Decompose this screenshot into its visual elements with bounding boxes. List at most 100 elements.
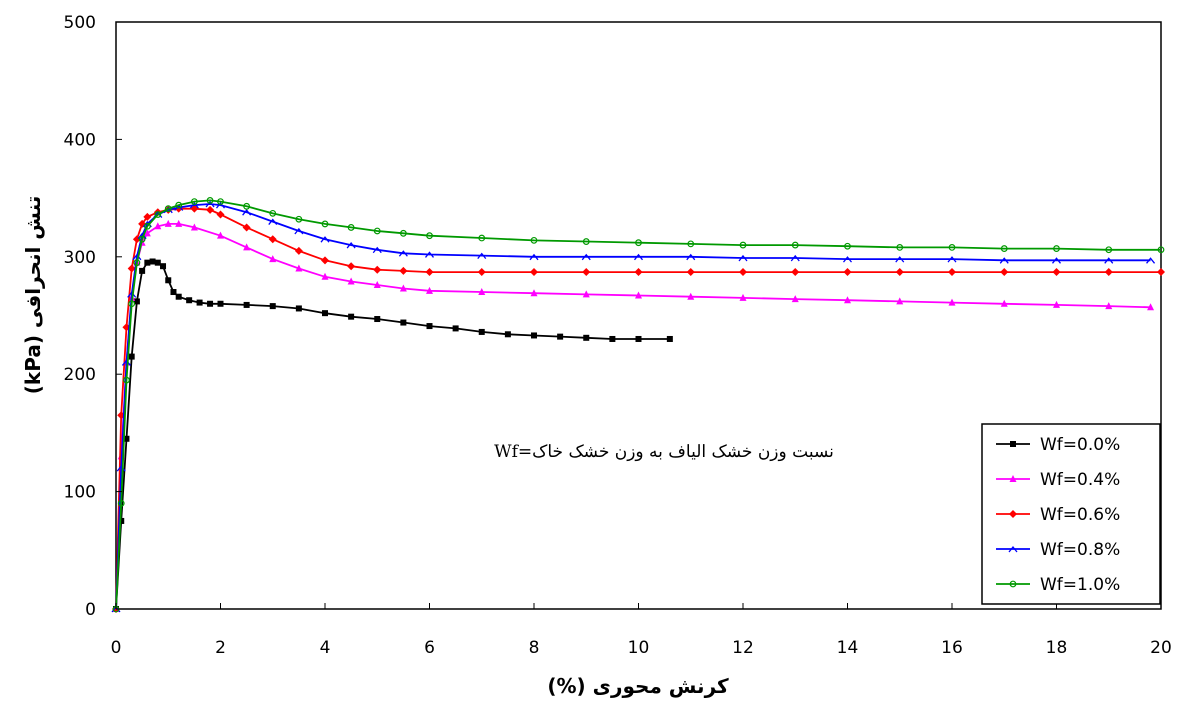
series-line-0 xyxy=(115,260,670,610)
data-point-0-17 xyxy=(243,301,250,308)
data-point-0-5 xyxy=(139,267,146,274)
data-point-2-19 xyxy=(399,266,408,275)
data-point-2-20 xyxy=(425,268,434,277)
chart-annotation: نسبت وزن خشک الیاف به وزن خشک خاک=Wf xyxy=(494,442,834,462)
data-point-0-12 xyxy=(175,293,182,300)
series-line-4 xyxy=(115,199,1161,610)
data-point-4-8 xyxy=(164,205,172,213)
data-point-3-28 xyxy=(842,256,853,263)
data-point-1-29 xyxy=(948,298,956,306)
data-point-4-29 xyxy=(896,244,904,251)
x-tick-label-1: 2 xyxy=(215,638,226,658)
data-point-0-21 xyxy=(348,313,355,320)
legend-marker-4 xyxy=(1009,580,1017,588)
x-tick-label-10: 20 xyxy=(1150,638,1172,658)
data-point-4-15 xyxy=(295,215,303,223)
data-point-4-14 xyxy=(269,209,277,217)
data-point-2-13 xyxy=(242,223,251,232)
legend-items: Wf=0.0% Wf=0.4% Wf=0.6% Wf=0.8% Wf=1.0% xyxy=(996,435,1120,595)
data-point-4-7 xyxy=(154,211,162,218)
data-point-0-23 xyxy=(400,319,407,326)
y-tick-label-3: 300 xyxy=(64,248,96,268)
data-point-2-21 xyxy=(477,268,486,277)
data-point-0-29 xyxy=(557,333,564,340)
x-tick-label-3: 6 xyxy=(424,638,435,658)
data-point-0-22 xyxy=(374,316,381,323)
data-point-4-1 xyxy=(117,499,125,507)
data-point-0-20 xyxy=(322,310,328,317)
data-point-2-11 xyxy=(206,205,215,214)
data-point-3-3 xyxy=(127,291,137,298)
y-axis-title: تنش انحرافی (kPa) xyxy=(21,196,45,394)
data-point-3-15 xyxy=(294,227,304,235)
data-point-1-18 xyxy=(399,284,407,292)
data-point-3-16 xyxy=(320,236,330,243)
data-point-3-27 xyxy=(790,254,800,262)
data-point-1-12 xyxy=(243,243,251,251)
data-point-1-30 xyxy=(1000,299,1008,307)
data-point-1-22 xyxy=(582,290,590,298)
data-point-4-12 xyxy=(217,198,224,206)
data-point-2-33 xyxy=(1104,268,1113,277)
data-point-0-7 xyxy=(149,258,156,265)
data-point-1-9 xyxy=(175,219,183,227)
data-point-4-25 xyxy=(687,240,695,248)
y-tick-label-1: 100 xyxy=(64,483,96,503)
data-point-2-32 xyxy=(1052,268,1061,277)
data-point-3-19 xyxy=(398,250,408,257)
data-point-1-31 xyxy=(1053,300,1060,308)
data-point-1-19 xyxy=(426,286,433,294)
data-point-3-21 xyxy=(477,252,487,260)
data-point-4-28 xyxy=(844,242,851,250)
data-point-4-9 xyxy=(175,201,183,209)
data-point-2-6 xyxy=(143,212,152,221)
data-point-1-21 xyxy=(530,289,538,297)
legend-marker-2 xyxy=(1009,510,1017,518)
data-point-2-30 xyxy=(948,268,956,277)
y-tick-label-2: 200 xyxy=(64,365,96,385)
data-point-1-27 xyxy=(844,296,851,304)
data-point-1-25 xyxy=(739,293,747,301)
data-point-0-31 xyxy=(609,335,616,342)
data-point-2-31 xyxy=(1000,268,1009,277)
data-point-2-16 xyxy=(321,256,329,265)
data-point-3-1 xyxy=(116,465,126,472)
data-point-4-22 xyxy=(530,236,538,244)
data-point-0-27 xyxy=(504,331,511,338)
data-point-4-17 xyxy=(347,224,355,231)
data-point-4-33 xyxy=(1105,246,1113,254)
data-point-1-16 xyxy=(347,277,355,285)
data-point-4-13 xyxy=(243,202,251,210)
data-point-4-5 xyxy=(138,235,146,243)
data-point-3-14 xyxy=(268,218,278,225)
data-point-4-3 xyxy=(128,300,136,308)
data-point-3-4 xyxy=(132,253,142,261)
data-point-0-8 xyxy=(154,259,161,266)
data-point-3-20 xyxy=(424,251,435,258)
data-point-1-11 xyxy=(217,231,224,239)
data-point-3-30 xyxy=(947,256,957,263)
x-tick-label-8: 16 xyxy=(941,638,963,658)
data-point-3-5 xyxy=(137,232,147,240)
data-point-2-18 xyxy=(373,265,382,274)
data-point-2-17 xyxy=(347,262,356,271)
data-point-1-28 xyxy=(896,297,904,305)
x-tick-label-9: 18 xyxy=(1046,638,1068,658)
legend-label-3: Wf=0.8% xyxy=(1040,540,1120,560)
x-tick-label-0: 0 xyxy=(111,638,122,658)
data-point-0-24 xyxy=(426,323,433,330)
data-point-1-10 xyxy=(190,223,198,231)
data-point-4-30 xyxy=(948,244,956,251)
data-point-2-15 xyxy=(294,246,303,255)
data-point-2-25 xyxy=(686,268,695,277)
data-point-0-15 xyxy=(207,300,214,307)
data-point-4-21 xyxy=(478,234,486,242)
data-point-0-10 xyxy=(165,277,172,284)
data-point-3-33 xyxy=(1104,257,1114,264)
data-point-0-14 xyxy=(196,299,203,306)
data-point-4-19 xyxy=(399,229,407,237)
x-axis-title: کرنش محوری (%) xyxy=(547,674,729,698)
data-point-3-23 xyxy=(581,253,591,261)
y-tick-label-5: 500 xyxy=(64,13,96,33)
data-point-1-20 xyxy=(478,288,486,296)
